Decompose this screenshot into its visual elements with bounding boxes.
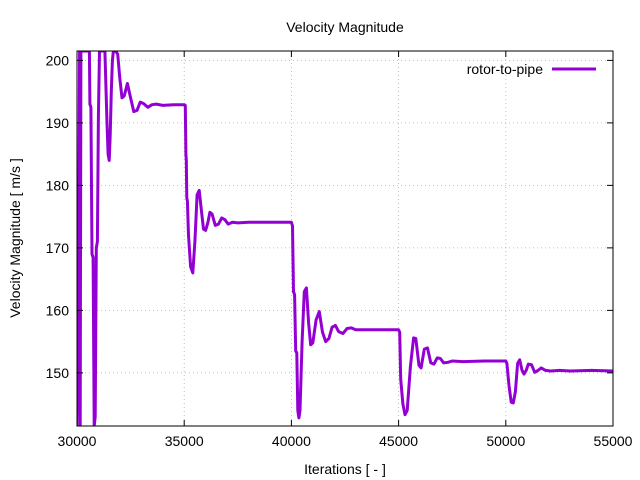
series-layer [77,51,613,426]
series-line-rotor-to-pipe [77,51,613,426]
y-axis-title: Velocity Magnitude [ m/s ] [7,158,23,318]
y-tick-label: 190 [46,115,70,131]
axis-ticks: 30000 35000 40000 45000 50000 55000 150 160 170 1… [46,51,633,449]
y-tick-label: 160 [46,302,70,318]
x-tick-label: 55000 [594,433,633,449]
legend-label: rotor-to-pipe [467,61,543,77]
x-tick-label: 30000 [58,433,97,449]
x-tick-label: 45000 [379,433,418,449]
y-tick-label: 150 [46,365,70,381]
x-axis-title: Iterations [ - ] [304,461,386,477]
x-tick-label: 35000 [165,433,204,449]
legend: rotor-to-pipe [467,61,596,77]
x-tick-label: 50000 [486,433,525,449]
y-tick-label: 180 [46,177,70,193]
chart-title: Velocity Magnitude [286,19,404,35]
y-tick-label: 200 [46,52,70,68]
y-tick-label: 170 [46,240,70,256]
plot-frame [76,50,614,427]
x-tick-label: 40000 [272,433,311,449]
